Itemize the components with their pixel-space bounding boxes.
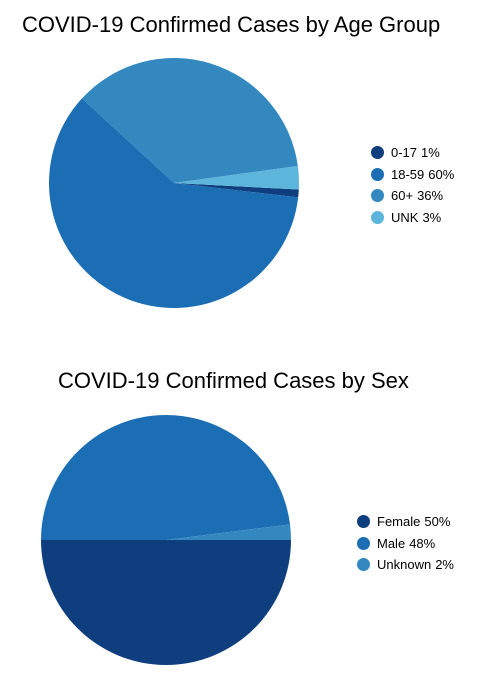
pie-slice-0-17 (174, 183, 299, 198)
chart-title: COVID-19 Confirmed Cases by Sex (58, 368, 409, 393)
pie-slice-male (41, 414, 291, 540)
legend-item-unk: UNK 3% (371, 207, 454, 229)
legend-item-unknown: Unknown 2% (357, 554, 454, 576)
legend-item-60: 60+ 36% (371, 185, 454, 207)
legend-item-0-17: 0-17 1% (371, 142, 454, 164)
legend-item-male: Male 48% (357, 533, 454, 555)
sex-chart: COVID-19 Confirmed Cases by Sex Female 50… (0, 362, 477, 675)
sex-legend: Female 50% Male 48% Unknown 2% (357, 511, 454, 576)
age-group-pie (49, 57, 300, 308)
legend-label: Unknown (377, 557, 432, 573)
pie-slice-unknown (166, 524, 291, 540)
pie-slice-female (41, 540, 291, 665)
legend-swatch (371, 210, 384, 224)
legend-item-female: Female 50% (357, 511, 454, 533)
legend-percent: 60% (428, 166, 455, 182)
legend-percent: 50% (424, 514, 451, 530)
legend-swatch (357, 536, 370, 550)
legend-label: 60+ (391, 188, 414, 204)
legend-label: Male (377, 535, 406, 551)
legend-swatch (371, 146, 384, 160)
pie-slice-18-59 (49, 98, 299, 308)
pie-slice-unk (174, 166, 300, 190)
pie-slice-60 (81, 57, 298, 183)
legend-percent: 1% (421, 145, 440, 161)
legend-percent: 2% (435, 557, 454, 573)
legend-percent: 36% (417, 188, 444, 204)
legend-percent: 3% (422, 209, 442, 225)
sex-pie (41, 414, 291, 665)
legend-swatch (357, 558, 370, 572)
legend-label: Female (377, 514, 421, 530)
legend-swatch (371, 189, 384, 203)
chart-title: COVID-19 Confirmed Cases by Age Group (22, 12, 441, 37)
legend-label: 18-59 (391, 166, 425, 182)
legend-swatch (371, 167, 384, 181)
legend-percent: 48% (409, 535, 436, 551)
legend-swatch (357, 515, 370, 529)
legend-label: UNK (391, 209, 419, 225)
legend-label: 0-17 (391, 145, 418, 161)
age-group-legend: 0-17 1% 18-59 60% 60+ 36% UNK 3% (371, 142, 454, 228)
age-group-chart: COVID-19 Confirmed Cases by Age Group 0-… (22, 12, 454, 308)
legend-item-18-59: 18-59 60% (371, 164, 454, 186)
